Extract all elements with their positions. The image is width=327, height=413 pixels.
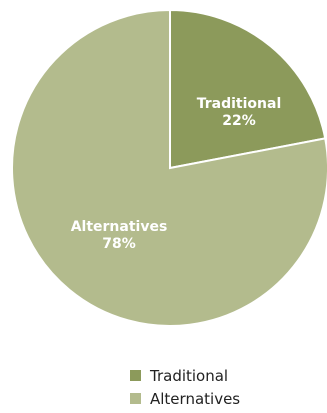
slice-label-name-traditional: Traditional bbox=[197, 96, 282, 112]
slice-label-alternatives: Alternatives 78% bbox=[71, 219, 168, 252]
legend-item-traditional: Traditional bbox=[130, 364, 240, 387]
pie-labels: Traditional 22% Alternatives 78% bbox=[71, 96, 282, 252]
slice-label-name-alternatives: Alternatives bbox=[71, 219, 168, 235]
pie-slice-alternatives bbox=[11, 8, 327, 327]
pie-slice-traditional bbox=[169, 8, 327, 170]
legend-swatch-alternatives bbox=[130, 393, 141, 404]
slice-label-value-traditional: 22% bbox=[222, 113, 256, 129]
legend-label-alternatives: Alternatives bbox=[150, 389, 241, 408]
pie-slices bbox=[11, 8, 327, 327]
chart-legend: Traditional Alternatives bbox=[130, 364, 240, 410]
legend-item-alternatives: Alternatives bbox=[130, 387, 240, 410]
slice-label-value-alternatives: 78% bbox=[102, 236, 136, 252]
legend-label-traditional: Traditional bbox=[150, 366, 229, 385]
legend-swatch-traditional bbox=[130, 370, 141, 381]
slice-label-traditional: Traditional 22% bbox=[197, 96, 282, 129]
